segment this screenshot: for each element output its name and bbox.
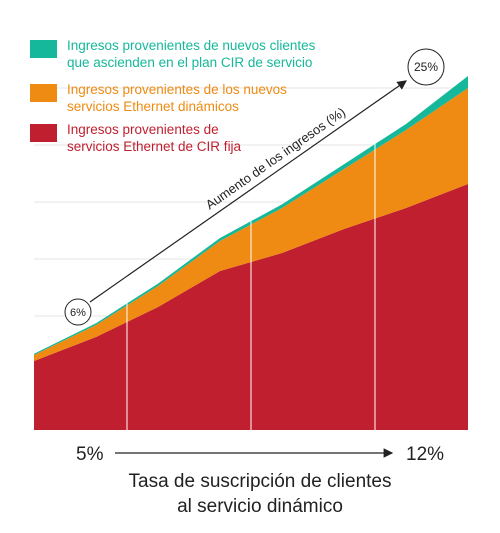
x-start-label: 5% bbox=[76, 444, 104, 465]
end-value-label: 25% bbox=[414, 60, 438, 74]
legend-label: servicios Ethernet de CIR fija bbox=[67, 139, 242, 154]
x-end-label: 12% bbox=[406, 444, 444, 465]
legend-label: Ingresos provenientes de los nuevos bbox=[67, 82, 287, 97]
legend-label: Ingresos provenientes de bbox=[67, 122, 219, 137]
legend: Ingresos provenientes de nuevos clientes… bbox=[30, 38, 316, 154]
x-axis-title: Tasa de suscripción de clientes bbox=[129, 471, 392, 492]
legend-swatch bbox=[30, 124, 57, 142]
x-axis-title: al servicio dinámico bbox=[177, 496, 343, 517]
trend-arrow bbox=[89, 80, 407, 303]
legend-label: que ascienden en el plan CIR de servicio bbox=[67, 55, 312, 70]
start-value-circle bbox=[64, 298, 92, 326]
x-axis: 5% 12% Tasa de suscripción de clientes al s… bbox=[76, 444, 444, 517]
end-value-circle bbox=[407, 48, 445, 86]
legend-label: servicios Ethernet dinámicos bbox=[67, 99, 239, 114]
start-value-label: 6% bbox=[70, 307, 86, 319]
vertical-separators bbox=[126, 144, 376, 430]
legend-swatch bbox=[30, 84, 57, 102]
legend-label: Ingresos provenientes de nuevos clientes bbox=[67, 38, 316, 53]
legend-swatch bbox=[30, 40, 57, 58]
